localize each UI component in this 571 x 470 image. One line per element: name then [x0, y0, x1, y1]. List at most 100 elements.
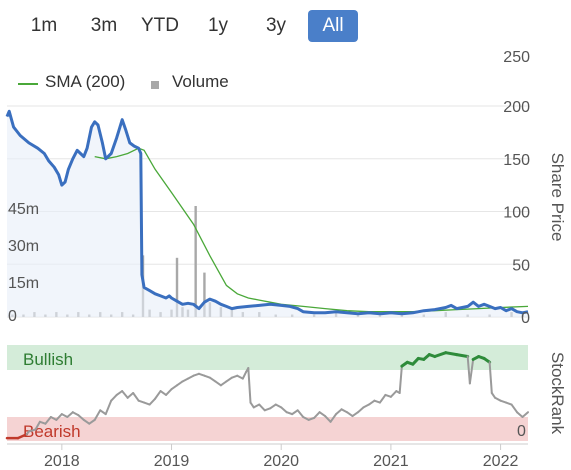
bullish-band-label: Bullish	[23, 350, 73, 369]
time-tick-label: 2019	[154, 453, 190, 470]
stockrank-segment	[16, 433, 28, 440]
share-price-axis: 250 200 150 100 50 0	[503, 49, 530, 327]
share-price-line	[5, 109, 529, 316]
stockrank-segment	[356, 406, 365, 414]
stockrank-segment	[482, 356, 492, 364]
stockrank-segment	[77, 414, 85, 421]
stockrank-segment	[148, 397, 157, 406]
stockrank-segment	[165, 388, 173, 396]
stockrank-segment	[269, 403, 277, 410]
stockrank-segment	[318, 411, 327, 418]
sma-legend-label[interactable]: SMA (200)	[45, 72, 126, 91]
stockrank-segment	[170, 384, 179, 391]
price-tick-label: 250	[503, 49, 530, 66]
stockrank-segment	[132, 392, 140, 402]
stockrank-segment	[60, 413, 69, 418]
stockrank-segment	[433, 351, 448, 359]
stockrank-segment	[93, 409, 102, 421]
share-price-axis-title: Share Price	[548, 153, 567, 242]
stockrank-segment	[121, 390, 129, 399]
stockrank-segment	[82, 418, 91, 425]
stockrank-axis-title: StockRank	[548, 352, 567, 435]
stockrank-segment	[494, 396, 502, 402]
range-button-1y[interactable]: 1y	[207, 15, 229, 36]
stockrank-segment	[351, 411, 359, 418]
stockrank-segment	[88, 418, 96, 425]
share-price-area	[7, 111, 528, 317]
stockrank-segment	[27, 428, 37, 433]
stockrank-segment	[110, 393, 118, 402]
volume-tick-label: 45m	[8, 201, 39, 218]
stockrank-segment	[225, 376, 233, 383]
stockrank-segment	[378, 393, 387, 404]
stockrank-segment	[241, 370, 248, 380]
price-tick-label: 150	[503, 152, 530, 169]
volume-tick-label: 0	[8, 308, 17, 325]
price-tick-label: 0	[521, 310, 530, 327]
stockrank-segment	[154, 390, 162, 400]
stockrank-segment	[389, 390, 398, 398]
volume-bar	[175, 257, 179, 317]
range-button-ytd[interactable]: YTD	[141, 15, 179, 36]
stockrank-segment	[247, 367, 252, 404]
stockrank-segment	[44, 416, 52, 425]
time-tick-label: 2022	[483, 453, 519, 470]
stockrank-segment	[510, 403, 519, 414]
stockrank-segment	[329, 413, 338, 423]
price-tick-label: 50	[512, 257, 530, 274]
volume-axis: 45m 30m 15m 0	[8, 201, 39, 325]
stockrank-line	[5, 351, 529, 440]
stockrank-segment	[367, 399, 376, 406]
stockrank-segment	[99, 409, 107, 416]
time-tick-label: 2020	[263, 453, 299, 470]
stockrank-segment	[219, 380, 228, 387]
range-selector: 1m 3m YTD 1y 3y All	[0, 8, 380, 44]
stockrank-segment	[252, 403, 261, 409]
stockrank-segment	[34, 420, 41, 431]
stockrank-segment	[274, 403, 283, 409]
volume-bar	[203, 272, 206, 317]
stockrank-segment	[236, 374, 244, 380]
stockrank-segment	[115, 390, 124, 396]
range-button-all[interactable]: All	[308, 10, 358, 42]
stockrank-segment	[71, 411, 80, 417]
stockrank-segment	[55, 413, 63, 421]
stockrank-segment	[214, 380, 222, 387]
time-tick-label: 2018	[44, 453, 80, 470]
stockrank-zero-tick: 0	[517, 423, 526, 440]
stockrank-segment	[362, 403, 370, 409]
range-button-3m[interactable]: 3m	[90, 15, 118, 36]
stockrank-segment	[313, 411, 321, 419]
stockrank-segment	[302, 416, 310, 421]
stockrank-segment	[340, 408, 349, 414]
stockrank-segment	[455, 353, 470, 359]
volume-legend-label[interactable]: Volume	[172, 72, 229, 91]
stockrank-segment	[66, 411, 74, 418]
chart-legend: SMA (200) Volume	[0, 70, 300, 98]
volume-tick-label: 30m	[8, 238, 39, 255]
stockrank-segment	[398, 365, 403, 394]
stockrank-segment	[335, 408, 343, 416]
stockrank-segment	[296, 409, 305, 418]
volume-legend-swatch	[151, 81, 159, 89]
stockrank-segment	[49, 416, 58, 421]
stockrank-segment	[258, 403, 266, 412]
stockrank-segment	[488, 361, 493, 394]
time-tick-label: 2021	[373, 453, 409, 470]
stockrank-segment	[521, 411, 529, 418]
time-axis: 2018 2019 2020 2021 2022	[7, 443, 528, 470]
stockrank-segment	[468, 358, 475, 385]
range-button-3y[interactable]: 3y	[265, 15, 287, 36]
stockrank-segment	[126, 392, 135, 399]
range-button-1m[interactable]: 1m	[30, 15, 58, 36]
stockrank-segment	[346, 411, 354, 418]
stockrank-segment	[186, 374, 195, 380]
stockrank-segment	[280, 406, 288, 414]
bullish-band	[7, 345, 528, 370]
volume-bar	[194, 206, 197, 317]
stockrank-segment	[104, 399, 113, 416]
stockrank-segment	[444, 351, 459, 357]
stockrank-segment	[208, 376, 217, 383]
stockrank-segment	[324, 415, 332, 423]
